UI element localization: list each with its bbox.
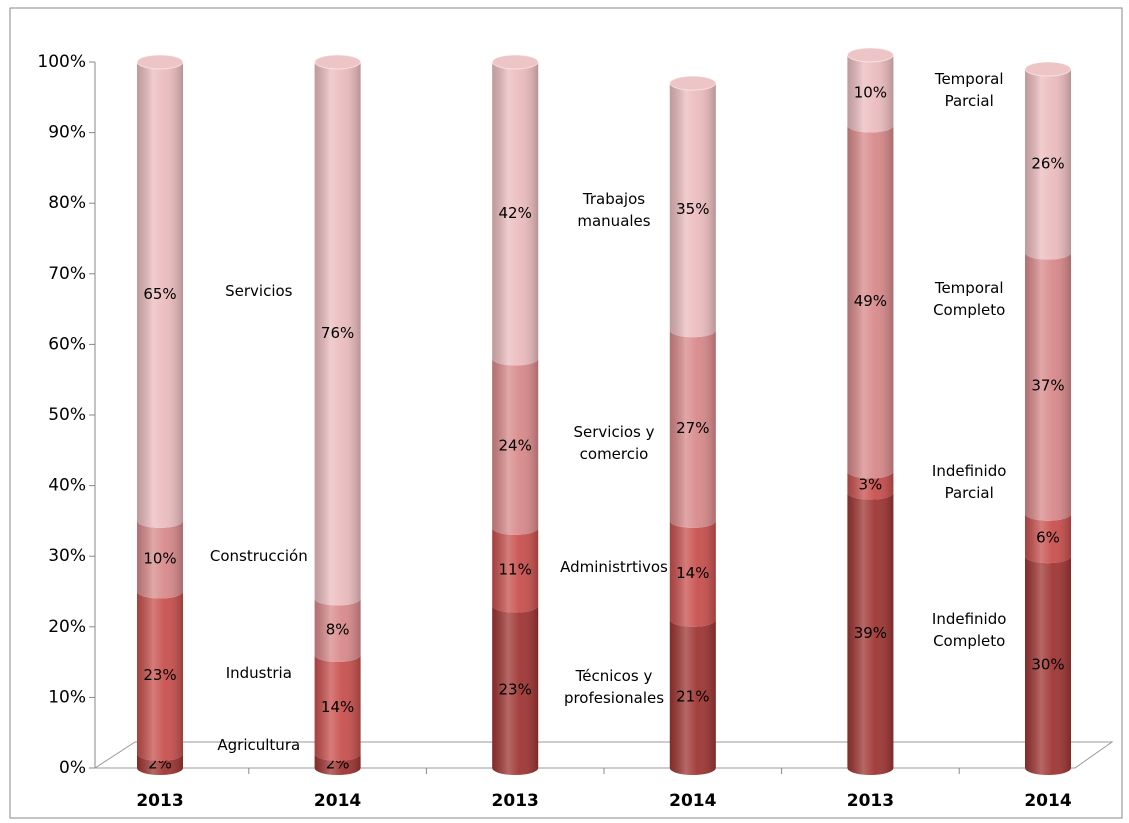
cylinder-cap — [136, 54, 184, 70]
data-label: 24% — [499, 437, 532, 455]
segment-shine — [314, 62, 361, 606]
data-label: 42% — [499, 204, 532, 222]
series-label: Agricultura — [217, 736, 301, 754]
y-tick-label: 50% — [48, 405, 86, 425]
cylinder-cap — [669, 75, 717, 91]
data-label: 76% — [321, 324, 354, 342]
segment-shine — [1025, 69, 1071, 260]
chart-border — [9, 7, 1123, 819]
data-label: 10% — [854, 84, 887, 102]
data-label: 23% — [143, 666, 176, 684]
series-label: Temporal Parcial — [934, 70, 1004, 111]
series-label: Construcción — [209, 547, 308, 566]
series-label: Temporal Completo — [933, 278, 1006, 319]
segment-shine — [492, 527, 539, 613]
series-label: Administrtivos — [560, 557, 668, 576]
segment-shine — [669, 520, 716, 627]
segment-shine — [137, 753, 183, 775]
cylinder-cap — [846, 47, 894, 63]
segment-shine — [847, 54, 894, 133]
segment-shine — [137, 520, 183, 599]
y-tick-label: 10% — [48, 687, 86, 707]
y-tick-label: 40% — [48, 476, 86, 496]
floor — [93, 741, 1114, 769]
data-label: 39% — [854, 624, 887, 642]
x-tick-label: 2014 — [669, 791, 716, 811]
x-tick-label: 2013 — [847, 791, 894, 811]
segment-shine — [314, 655, 361, 761]
cylinder-cap — [1024, 61, 1072, 77]
series-label: Servicios — [225, 282, 293, 301]
series-label: Servicios y comercio — [573, 423, 655, 464]
x-tick-label: 2013 — [492, 791, 539, 811]
segment-shine — [492, 605, 539, 776]
data-label: 65% — [143, 285, 176, 303]
segment-shine — [137, 591, 183, 761]
data-label: 23% — [499, 680, 532, 698]
data-label: 6% — [1036, 529, 1060, 547]
series-label: Técnicos y profesionales — [563, 666, 665, 707]
series-label: Indefinido Completo — [931, 610, 1007, 651]
x-tick-label: 2014 — [314, 791, 361, 811]
x-tick-label: 2014 — [1024, 791, 1071, 811]
series-label: Indefinido Parcial — [931, 462, 1007, 503]
segment-shine — [492, 62, 539, 366]
x-tick-label: 2013 — [136, 791, 183, 811]
segment-shine — [314, 753, 361, 776]
data-label: 26% — [1031, 154, 1064, 172]
y-tick-label: 0% — [59, 758, 86, 778]
cylinder-cap — [491, 54, 539, 70]
data-label: 27% — [676, 419, 709, 437]
segment-shine — [314, 598, 361, 663]
segment-shine — [847, 125, 894, 479]
data-label: 14% — [321, 698, 354, 716]
y-tick-label: 30% — [48, 546, 86, 566]
segment-shine — [847, 471, 894, 500]
data-label: 11% — [499, 560, 532, 578]
y-tick-label: 80% — [48, 193, 86, 213]
y-tick-label: 70% — [48, 264, 86, 284]
y-tick-label: 20% — [48, 617, 86, 637]
segment-shine — [137, 62, 183, 528]
y-tick-label: 100% — [37, 52, 86, 72]
data-label: 10% — [143, 550, 176, 568]
segment-shine — [669, 330, 716, 528]
data-label: 35% — [676, 200, 709, 218]
segment-shine — [1025, 252, 1071, 521]
segment-shine — [492, 358, 539, 535]
y-tick-label: 90% — [48, 123, 86, 143]
series-label: Industria — [225, 663, 292, 682]
segment-shine — [669, 619, 716, 776]
data-label: 21% — [676, 687, 709, 705]
data-label: 3% — [859, 476, 883, 494]
y-tick-label: 60% — [48, 334, 86, 354]
cylinder-cap — [314, 54, 362, 70]
series-label: Trabajos manuales — [577, 190, 651, 231]
data-label: 30% — [1031, 656, 1064, 674]
segment-shine — [1025, 513, 1071, 564]
data-label: 37% — [1031, 377, 1064, 395]
segment-shine — [1025, 556, 1071, 775]
data-label: 49% — [854, 292, 887, 310]
segment-shine — [669, 83, 716, 338]
data-label: 8% — [326, 620, 350, 638]
segment-shine — [847, 492, 894, 776]
data-label: 14% — [676, 564, 709, 582]
